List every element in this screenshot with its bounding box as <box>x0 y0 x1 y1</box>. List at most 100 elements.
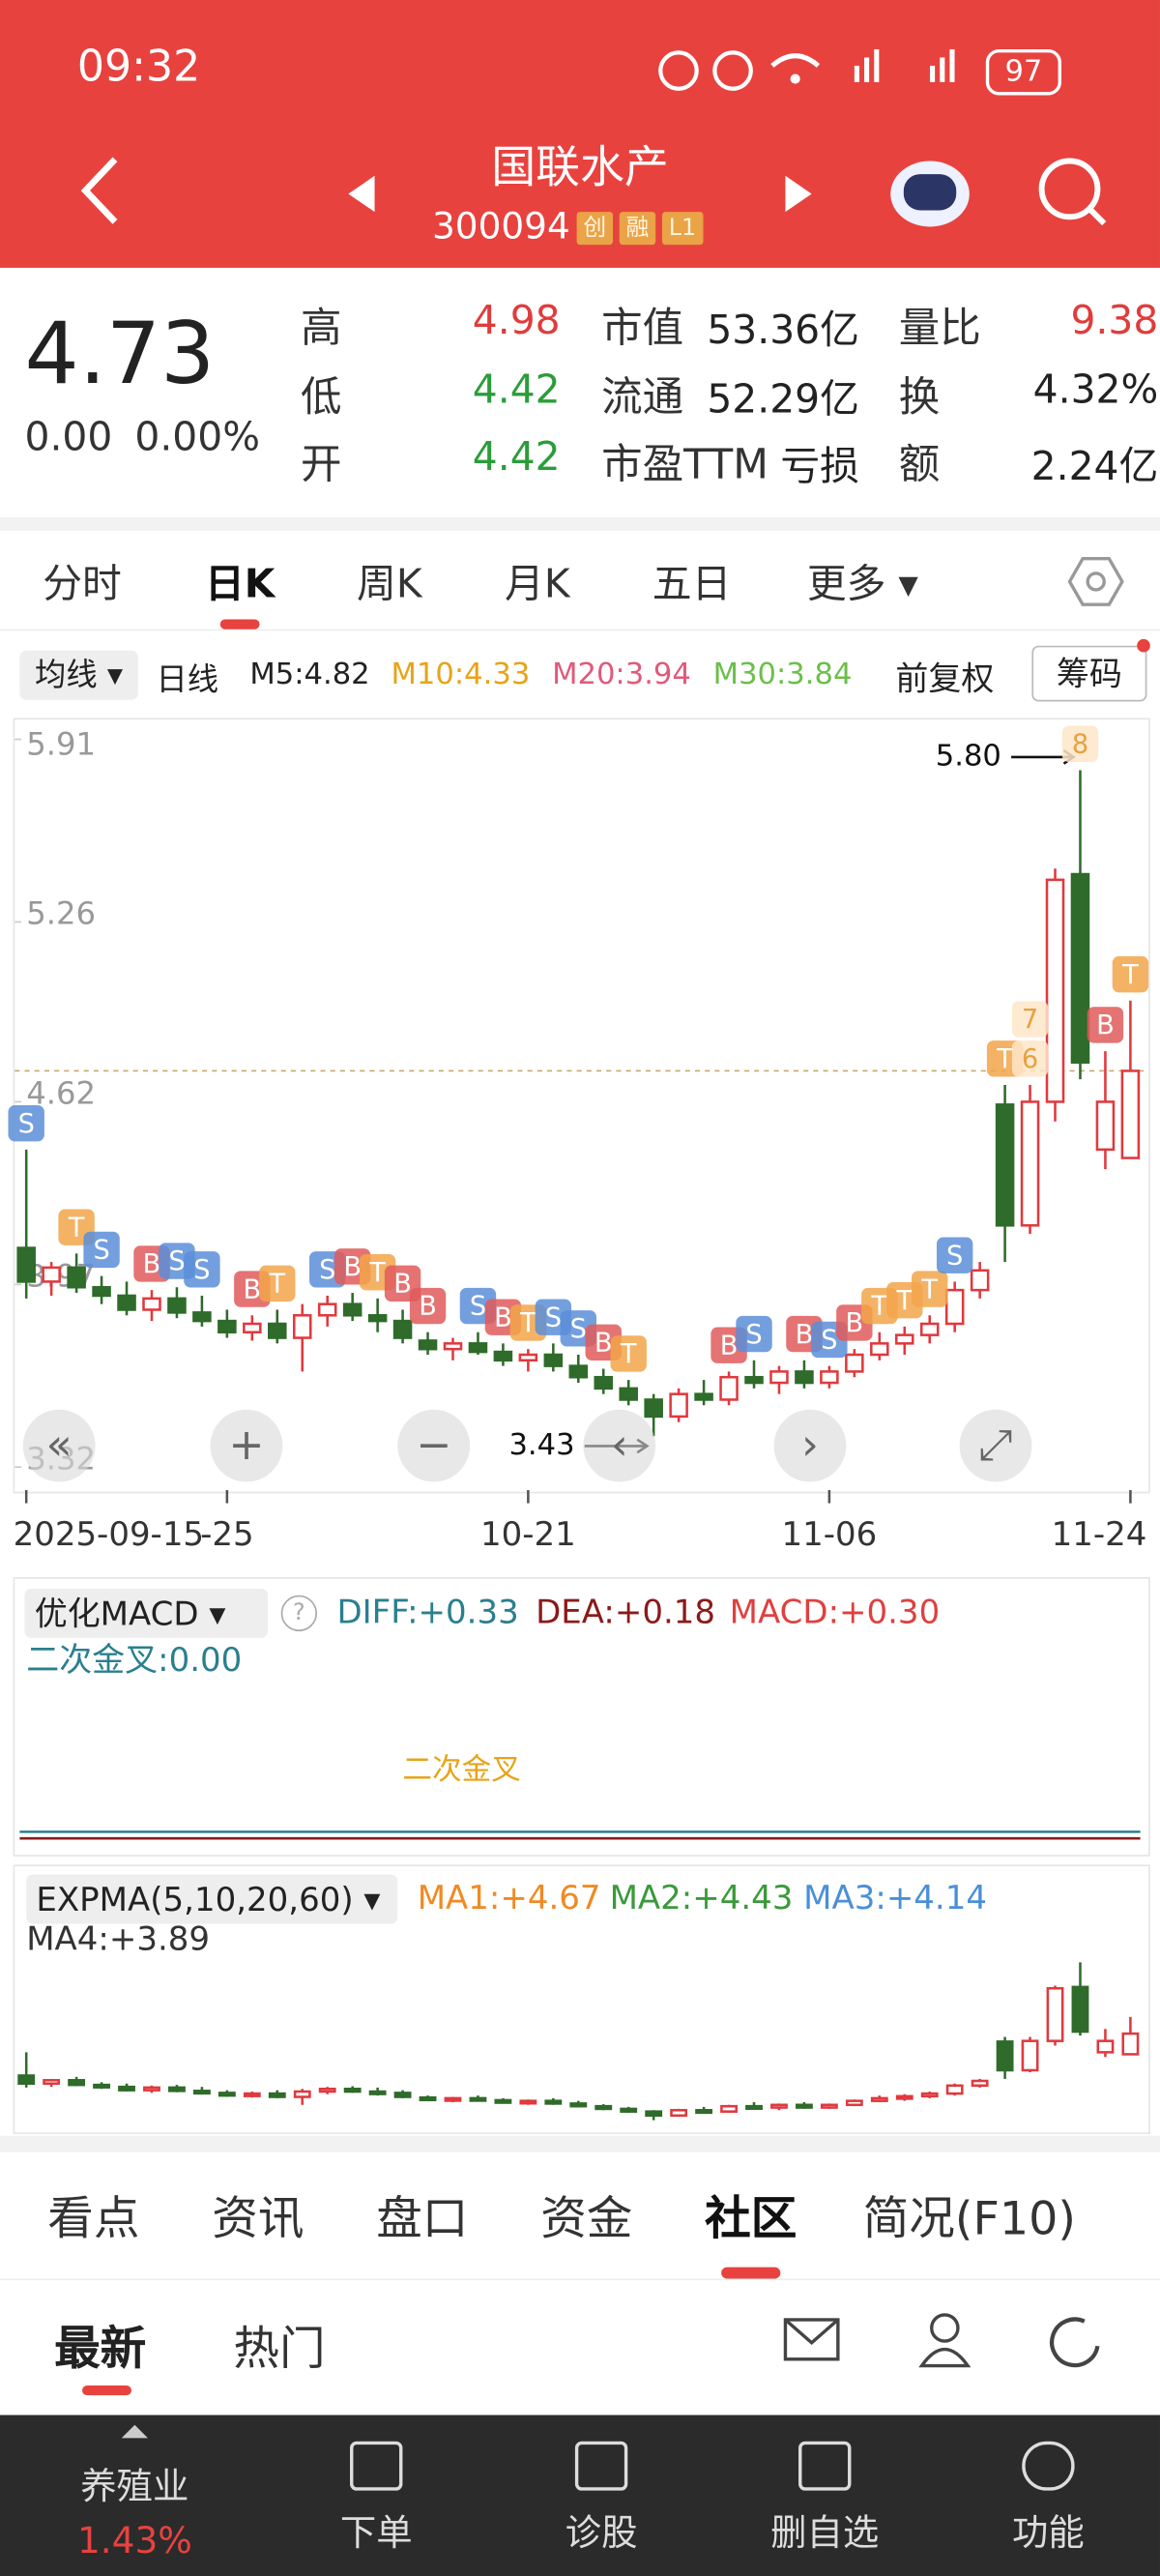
chart-control-bg <box>959 1409 1032 1482</box>
chart-control-icon: + <box>228 1420 264 1470</box>
nav-label[interactable]: 下单 <box>339 2513 413 2555</box>
mini-candle-body <box>293 2090 311 2098</box>
chart-control[interactable]: « <box>22 1409 96 1482</box>
tag: 创 <box>576 212 613 246</box>
signal-label: S <box>18 1109 35 1139</box>
signal-label: T <box>368 1258 386 1288</box>
stat-label: 市值 <box>601 304 684 352</box>
candle-body <box>292 1314 312 1339</box>
candle-body <box>518 1353 538 1362</box>
adjust[interactable]: 前复权 <box>895 659 995 699</box>
signal-badge <box>936 1237 973 1273</box>
mini-candle-body <box>469 2096 487 2102</box>
macd-value: MACD:+0.30 <box>729 1592 941 1632</box>
y-tick-label: 5.26 <box>26 895 96 932</box>
candle-body <box>845 1353 864 1373</box>
candle-body <box>820 1370 839 1385</box>
mini-candle-body <box>1096 2039 1115 2054</box>
candle-body <box>543 1353 564 1367</box>
stat-value: 53.36亿 <box>707 307 859 354</box>
stat-value: 2.24亿 <box>1030 443 1159 490</box>
expma-selector[interactable]: EXPMA(5,10,20,60) ▾ <box>26 1874 398 1924</box>
signal-badge <box>1011 1040 1049 1077</box>
chart-control[interactable]: + <box>210 1409 283 1482</box>
candle-body <box>142 1297 161 1311</box>
chart-tab[interactable]: 五日 <box>652 561 732 607</box>
subtab-hot[interactable]: 热门 <box>233 2321 326 2376</box>
sector[interactable]: 养殖业 <box>80 2467 189 2509</box>
expma-frame <box>13 1864 1150 2135</box>
mini-candle-body <box>670 2109 688 2118</box>
mini-candle-body <box>971 2079 989 2088</box>
signal-badge <box>259 1265 296 1302</box>
info-tab[interactable]: 盘口 <box>376 2191 469 2246</box>
signal-label: B <box>343 1252 362 1282</box>
subtab-latest[interactable]: 最新 <box>54 2321 147 2376</box>
mini-candle-body <box>594 2104 613 2111</box>
info-tab[interactable]: 资金 <box>540 2191 633 2246</box>
signal-badge <box>912 1271 948 1307</box>
nav-label[interactable]: 诊股 <box>565 2513 638 2555</box>
refresh-icon[interactable] <box>1050 2317 1100 2368</box>
help-icon[interactable]: ? <box>280 1595 318 1632</box>
info-tab[interactable]: 资讯 <box>212 2191 304 2246</box>
ma-button[interactable]: 均线 ▾ <box>19 650 138 700</box>
chart-control-bg <box>397 1409 471 1482</box>
candle-body <box>719 1375 739 1401</box>
search-icon[interactable] <box>1038 158 1101 220</box>
signal-label: 7 <box>1022 1005 1038 1035</box>
info-tab[interactable]: 社区 <box>705 2191 798 2246</box>
mini-candle-body <box>695 2109 713 2115</box>
nav-label[interactable]: 删自选 <box>770 2513 880 2555</box>
info-tab-underline <box>721 2267 781 2279</box>
stat-value: 4.42 <box>472 433 561 481</box>
signal-label: S <box>470 1292 486 1322</box>
mail-icon[interactable] <box>783 2318 840 2361</box>
signal-label: B <box>243 1274 261 1304</box>
info-tab[interactable]: 简况(F10) <box>862 2191 1076 2246</box>
price: 4.73 <box>24 306 216 404</box>
battery: 97 <box>985 48 1062 96</box>
candle-body <box>218 1319 237 1333</box>
prev-icon[interactable] <box>348 175 375 213</box>
signal-badge <box>409 1287 447 1325</box>
mini-candle-body <box>569 2102 588 2108</box>
stat-label: 市盈TTM <box>601 440 768 488</box>
chart-tab[interactable]: 分时 <box>43 561 122 607</box>
chart-tab[interactable]: 日K <box>204 561 276 607</box>
signal-label: T <box>895 1286 913 1316</box>
next-icon[interactable] <box>785 175 812 213</box>
user-icon[interactable] <box>930 2313 960 2343</box>
signal-label: T <box>519 1308 536 1338</box>
chart-tab[interactable]: 更多 ▾ <box>806 561 918 607</box>
candle-body <box>443 1342 463 1351</box>
stock-code: 300094 <box>432 207 570 249</box>
mini-candle-body <box>1071 1985 1089 2034</box>
back-icon[interactable] <box>80 157 118 224</box>
x-tick-label: 2025-09-15 <box>14 1515 204 1554</box>
chart-control[interactable]: ⤢ <box>959 1409 1032 1482</box>
chart-control-icon: − <box>416 1420 451 1470</box>
mini-candle-body <box>519 2099 537 2105</box>
stat-label: 量比 <box>898 304 981 352</box>
chart-control[interactable]: › <box>773 1409 847 1482</box>
settings-icon[interactable] <box>1067 554 1124 610</box>
divider <box>0 629 1160 631</box>
mini-candle-body <box>945 2084 964 2095</box>
chart-control[interactable]: ‹ <box>583 1409 656 1482</box>
mini-candle-body <box>343 2087 362 2093</box>
macd-selector[interactable]: 优化MACD ▾ <box>24 1588 269 1638</box>
chart-control[interactable]: − <box>397 1409 471 1482</box>
mini-candle-body <box>645 2110 663 2118</box>
signal-badge <box>184 1251 220 1288</box>
nav-label[interactable]: 功能 <box>1012 2513 1085 2555</box>
candle-body <box>1020 1100 1040 1227</box>
stat-value: 亏损 <box>780 443 859 490</box>
candle-body <box>1120 1069 1141 1159</box>
change-pct: 0.00% <box>134 414 260 460</box>
chips-button[interactable]: 筹码 <box>1031 645 1147 702</box>
chart-tab[interactable]: 周K <box>357 561 422 607</box>
y-tick-label: 5.91 <box>26 725 96 762</box>
chart-tab[interactable]: 月K <box>505 561 570 607</box>
info-tab[interactable]: 看点 <box>47 2191 140 2246</box>
